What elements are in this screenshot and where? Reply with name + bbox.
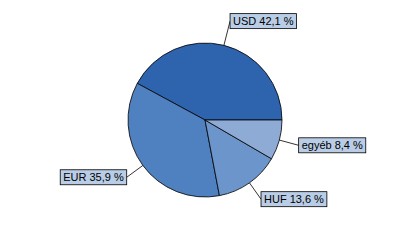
label-value: 8,4 % xyxy=(335,139,363,151)
label-value: 35,9 % xyxy=(89,171,123,183)
slice xyxy=(205,120,282,159)
label-box xyxy=(230,14,296,29)
label-value: 13,6 % xyxy=(290,193,324,205)
label-box xyxy=(261,192,327,207)
label-category: USD xyxy=(233,15,256,27)
data-label: USD42,1 % xyxy=(233,15,294,27)
leader-line xyxy=(127,165,143,177)
data-label: EUR35,9 % xyxy=(63,171,124,183)
data-label: HUF13,6 % xyxy=(264,193,324,205)
chart: USD42,1 % EUR35,9 % HUF13,6 % egyéb8,4 % xyxy=(0,0,409,241)
label-category: HUF xyxy=(264,193,287,205)
label-box xyxy=(60,170,126,185)
label-value: 42,1 % xyxy=(259,15,293,27)
leader-line xyxy=(249,183,261,199)
data-label: egyéb8,4 % xyxy=(302,139,363,151)
label-category: EUR xyxy=(63,171,86,183)
label-category: egyéb xyxy=(302,139,332,151)
leader-line xyxy=(279,140,298,145)
pie xyxy=(128,43,282,197)
label-box xyxy=(299,138,366,153)
leader-line xyxy=(224,21,230,45)
slice xyxy=(128,83,219,197)
labels: USD42,1 % EUR35,9 % HUF13,6 % egyéb8,4 % xyxy=(60,14,366,207)
